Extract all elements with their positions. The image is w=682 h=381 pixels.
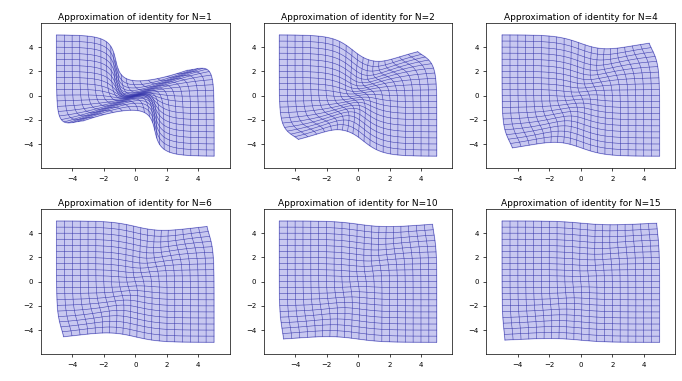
- Polygon shape: [280, 221, 436, 342]
- Title: Approximation of identity for N=6: Approximation of identity for N=6: [59, 199, 212, 208]
- Polygon shape: [57, 221, 214, 342]
- Title: Approximation of identity for N=10: Approximation of identity for N=10: [278, 199, 438, 208]
- Title: Approximation of identity for N=4: Approximation of identity for N=4: [504, 13, 657, 22]
- Title: Approximation of identity for N=1: Approximation of identity for N=1: [59, 13, 212, 22]
- Title: Approximation of identity for N=2: Approximation of identity for N=2: [281, 13, 435, 22]
- Polygon shape: [502, 35, 659, 156]
- Title: Approximation of identity for N=15: Approximation of identity for N=15: [501, 199, 661, 208]
- Polygon shape: [280, 35, 436, 156]
- Polygon shape: [502, 221, 659, 342]
- Polygon shape: [57, 35, 214, 156]
